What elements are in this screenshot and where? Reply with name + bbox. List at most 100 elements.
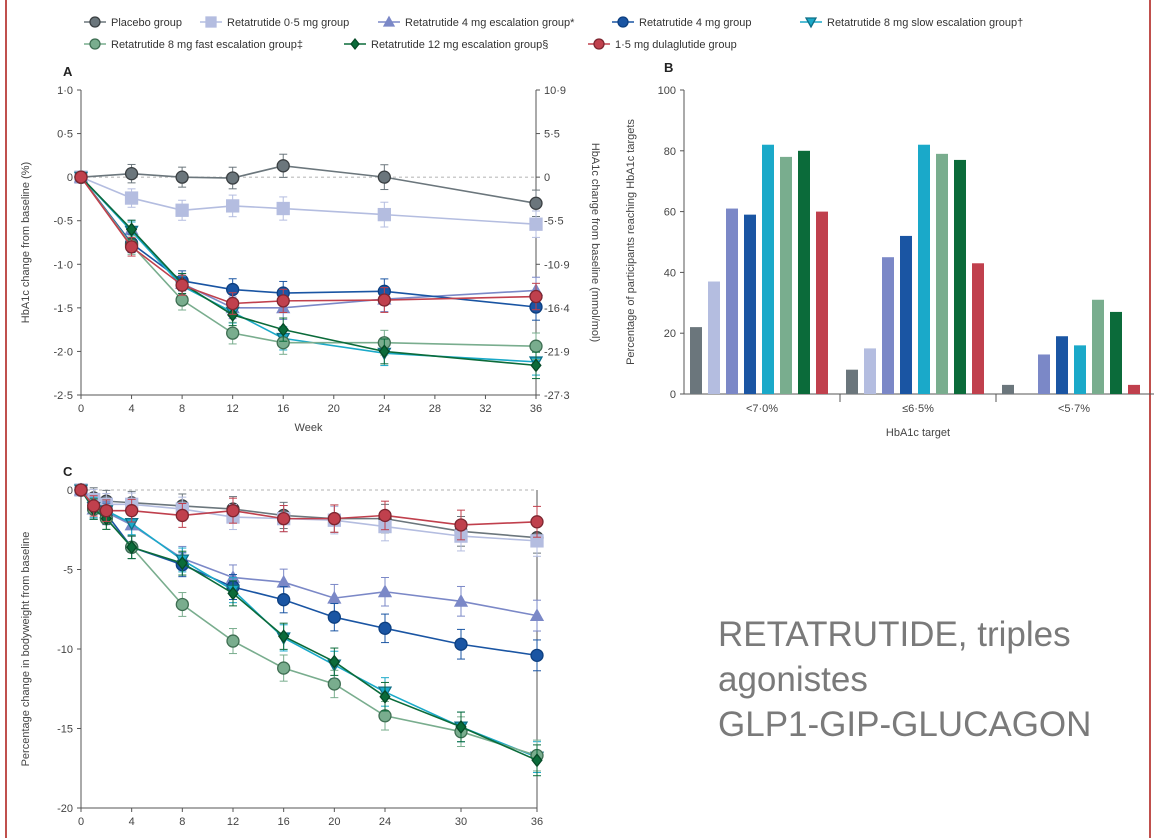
data-point-r12	[227, 307, 239, 322]
y-tick-right-label: -27·3	[544, 390, 570, 402]
y-tick-label: -2·5	[53, 390, 73, 402]
legend-marker	[89, 16, 101, 28]
legend-label: Retatrutide 8 mg fast escalation group‡	[111, 39, 303, 51]
y-tick-right-label: 0	[544, 172, 550, 184]
data-point-r12	[328, 654, 340, 669]
series-line-placebo	[80, 165, 537, 205]
series-line-r05	[80, 489, 538, 542]
x-tick-label: 24	[379, 816, 391, 828]
y-tick-label: 40	[664, 267, 676, 279]
x-tick-label: 16	[278, 816, 290, 828]
data-point-r12	[455, 719, 467, 734]
legend-label: Retatrutide 0·5 mg group	[227, 17, 349, 29]
y-tick-label: 60	[664, 207, 676, 219]
bar-r8fast	[780, 156, 792, 394]
category-label: <5·7%	[1058, 403, 1090, 415]
legend-label: Retatrutide 4 mg escalation group*	[405, 17, 575, 29]
panel-A: A 1·0 10·9 0·5 5·5 0 0 -0·5 -5·5 -1·0 -10·9 -1·5 -16…	[20, 64, 601, 434]
data-point-r4esc	[327, 590, 342, 604]
x-tick-label: 8	[179, 816, 185, 828]
panel-letter: B	[664, 60, 673, 75]
data-point-dula	[276, 294, 290, 308]
x-tick-label: 20	[328, 816, 340, 828]
data-point-dula	[226, 296, 240, 311]
data-point-r8fast	[226, 326, 240, 340]
series-line-r4	[80, 489, 538, 657]
series-line-dula	[80, 176, 537, 305]
x-tick-label: 36	[531, 816, 543, 828]
data-point-dula	[454, 518, 468, 532]
data-point-r4	[454, 637, 468, 651]
legend-marker	[593, 38, 605, 50]
legend-marker	[382, 15, 396, 27]
legend-item-r05: Retatrutide 0·5 mg group	[200, 16, 349, 29]
y-tick-label: 0	[67, 485, 73, 497]
y-tick-right-label: -5·5	[544, 216, 564, 228]
y-tick-label: 20	[664, 328, 676, 340]
data-point-placebo	[175, 170, 189, 184]
series-line-r8slow	[80, 489, 538, 758]
bar-placebo	[690, 327, 702, 394]
y-axis-right-label: HbA1c change from baseline (mmol/mol)	[589, 143, 601, 342]
data-point-r12	[278, 629, 290, 644]
bar-r4esc	[726, 208, 738, 394]
bar-r4	[744, 214, 756, 394]
bar-dula	[816, 211, 828, 394]
legend-marker	[617, 16, 629, 28]
data-point-r8fast	[175, 597, 189, 612]
legend-label: Retatrutide 12 mg escalation group§	[371, 39, 548, 51]
data-point-r05	[175, 203, 189, 217]
bar-r12	[954, 159, 966, 394]
bar-r8fast	[936, 153, 948, 394]
y-tick-label: -1·0	[53, 259, 73, 271]
bar-r8slow	[762, 144, 774, 394]
x-tick-label: 8	[179, 403, 185, 415]
category-label: ≤6·5%	[902, 403, 934, 415]
data-point-placebo	[529, 196, 543, 210]
y-axis-label: HbA1c change from baseline (%)	[20, 162, 32, 323]
bar-r4esc	[882, 257, 894, 394]
x-tick-label: 32	[479, 403, 491, 415]
bar-r4	[900, 235, 912, 394]
y-tick-label: -0·5	[53, 216, 73, 228]
bar-r12	[798, 150, 810, 394]
data-point-r8fast	[327, 677, 341, 691]
data-point-dula	[327, 511, 341, 526]
data-point-placebo	[226, 171, 240, 185]
legend-marker	[350, 37, 360, 51]
y-axis-label: Percentage of participants reaching HbA1…	[625, 119, 637, 365]
series-r8fast	[74, 170, 543, 360]
legend-item-placebo: Placebo group	[84, 16, 182, 29]
data-point-r05	[226, 199, 240, 213]
bar-dula	[1128, 384, 1140, 394]
y-tick-right-label: 5·5	[544, 129, 560, 141]
y-tick-right-label: -21·9	[544, 346, 570, 358]
legend-item-r8slow: Retatrutide 8 mg slow escalation group†	[800, 17, 1023, 29]
data-point-r8fast	[529, 339, 543, 353]
data-point-dula	[530, 515, 544, 529]
data-point-dula	[377, 293, 391, 307]
data-point-r05	[124, 191, 139, 205]
x-axis-label: HbA1c target	[886, 427, 950, 439]
series-r12	[75, 482, 543, 777]
series-line-r05	[80, 176, 537, 225]
legend-item-r4esc: Retatrutide 4 mg escalation group*	[378, 15, 575, 29]
data-point-dula	[529, 289, 543, 304]
series-line-r12	[80, 489, 538, 762]
bar-r05	[708, 281, 720, 394]
bar-r8slow	[918, 144, 930, 394]
series-r8slow	[73, 484, 545, 774]
data-point-dula	[226, 504, 240, 518]
data-point-dula	[378, 508, 392, 523]
data-point-r4esc	[377, 584, 393, 598]
series-line-r12	[80, 176, 537, 367]
caption-line-1: RETATRUTIDE, triples	[718, 615, 1071, 654]
data-point-r12	[379, 689, 391, 704]
series-dula	[74, 483, 544, 541]
series-r8fast	[74, 483, 544, 772]
bar-placebo	[846, 369, 858, 394]
caption-line-3: GLP1-GIP-GLUCAGON	[718, 705, 1092, 744]
data-point-r4	[327, 610, 341, 624]
data-point-dula	[277, 511, 291, 526]
x-tick-label: 28	[429, 403, 441, 415]
